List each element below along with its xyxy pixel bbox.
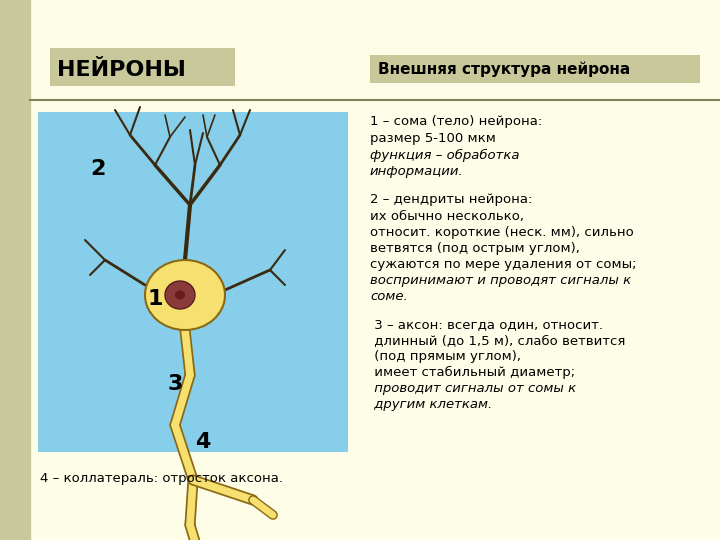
FancyBboxPatch shape — [370, 55, 700, 83]
Bar — [38, 112, 348, 452]
Text: 3: 3 — [168, 374, 184, 394]
Bar — [0, 0, 30, 540]
Text: соме.: соме. — [370, 290, 408, 303]
Text: 4: 4 — [195, 432, 210, 452]
FancyBboxPatch shape — [50, 48, 235, 86]
Ellipse shape — [175, 291, 185, 300]
Text: 1: 1 — [148, 289, 163, 309]
Text: длинный (до 1,5 м), слабо ветвится: длинный (до 1,5 м), слабо ветвится — [370, 334, 626, 347]
Ellipse shape — [145, 260, 225, 330]
Text: Внешняя структура нейрона: Внешняя структура нейрона — [378, 61, 630, 77]
Text: относит. короткие (неск. мм), сильно: относит. короткие (неск. мм), сильно — [370, 226, 634, 239]
Text: размер 5-100 мкм: размер 5-100 мкм — [370, 132, 496, 145]
Text: информации.: информации. — [370, 165, 464, 178]
Text: 1 – сома (тело) нейрона:: 1 – сома (тело) нейрона: — [370, 115, 542, 128]
Text: 2: 2 — [90, 159, 105, 179]
Text: ветвятся (под острым углом),: ветвятся (под острым углом), — [370, 242, 580, 255]
Ellipse shape — [165, 281, 195, 309]
Text: проводит сигналы от сомы к: проводит сигналы от сомы к — [370, 382, 576, 395]
Text: 3 – аксон: всегда один, относит.: 3 – аксон: всегда один, относит. — [370, 318, 603, 331]
Text: воспринимают и проводят сигналы к: воспринимают и проводят сигналы к — [370, 274, 631, 287]
Text: имеет стабильный диаметр;: имеет стабильный диаметр; — [370, 366, 575, 379]
Text: другим клеткам.: другим клеткам. — [370, 398, 492, 411]
Text: 2 – дендриты нейрона:: 2 – дендриты нейрона: — [370, 193, 532, 206]
Text: сужаются по мере удаления от сомы;: сужаются по мере удаления от сомы; — [370, 258, 636, 271]
Text: (под прямым углом),: (под прямым углом), — [370, 350, 521, 363]
Text: функция – обработка: функция – обработка — [370, 149, 520, 162]
Text: НЕЙРОНЫ: НЕЙРОНЫ — [57, 60, 186, 80]
Text: 4 – коллатераль: отросток аксона.: 4 – коллатераль: отросток аксона. — [40, 472, 283, 485]
Text: их обычно несколько,: их обычно несколько, — [370, 210, 524, 223]
